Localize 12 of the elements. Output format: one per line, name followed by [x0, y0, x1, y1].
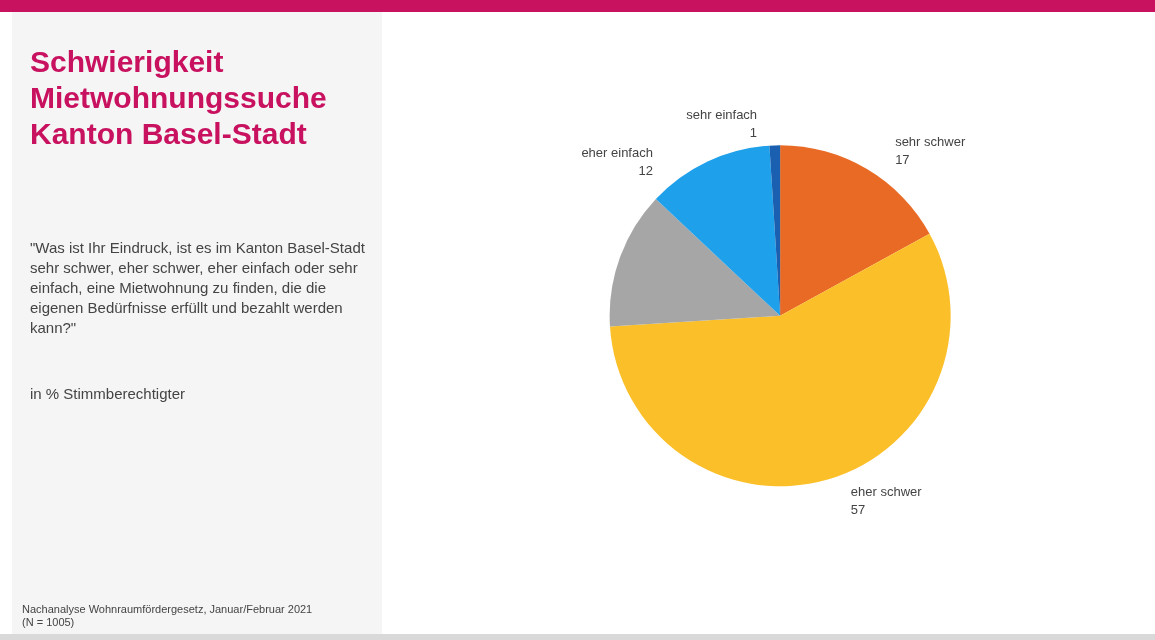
text: Schwierigkeit Mietwohnungssuche Kanton Basel-Stadt	[30, 44, 328, 152]
text: Nachanalyse Wohnraumfördergesetz, Januar/Februar 2021 (N = 1005)	[22, 603, 314, 629]
data-label: 57	[850, 502, 866, 518]
slice-label: sehr schwer	[895, 133, 966, 149]
text: in % Stimmberechtigter	[30, 385, 186, 402]
slice-label: eher einfach	[581, 144, 653, 160]
data-label: 17	[895, 151, 910, 167]
data-label: 12	[638, 162, 653, 178]
data-label: 1	[749, 124, 758, 140]
slice-label: eher schwer	[850, 484, 923, 500]
text: "Was ist Ihr Eindruck, ist es im Kanton Basel-Stadt sehr schwer, eher schwer, eher einfach oder sehr einfach, eine Mietwohnung zu finden, die die eigenen Bedürfnisse erfüllt und bezahlt werden kann?"	[30, 238, 365, 338]
slice-label: sehr einfach	[686, 106, 758, 122]
